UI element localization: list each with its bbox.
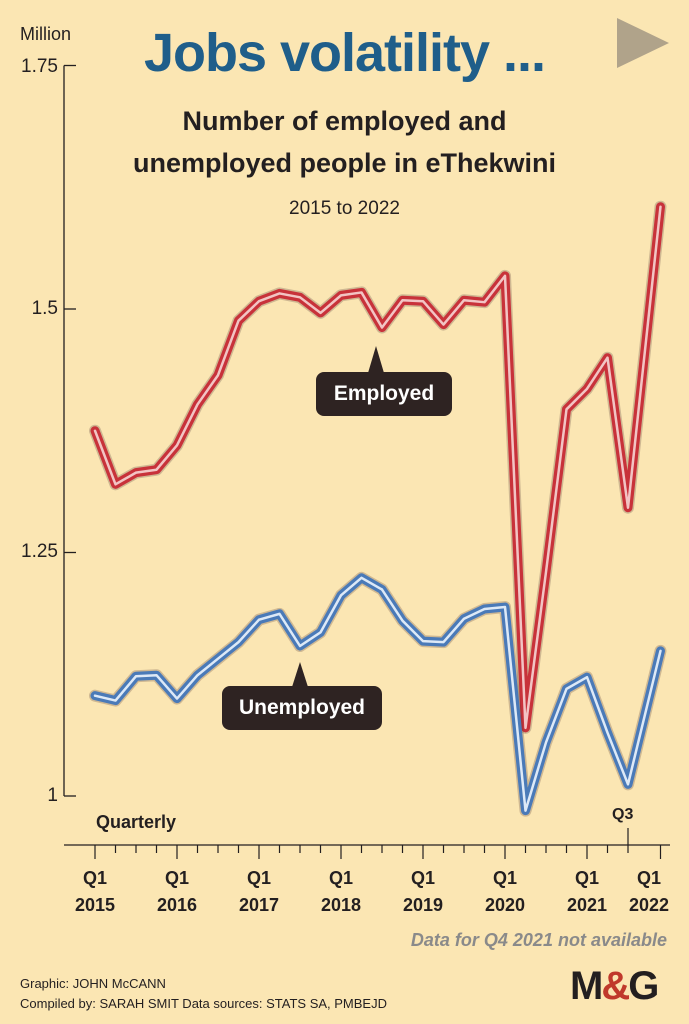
unemployed-series-highlight bbox=[93, 576, 662, 812]
x-tick-year: 2021 bbox=[566, 895, 608, 915]
y-tick-label: 1.5 bbox=[31, 298, 58, 319]
chart-subtitle-line1: Number of employed and bbox=[182, 106, 507, 136]
play-icon[interactable] bbox=[617, 18, 669, 68]
employed-series-line bbox=[90, 202, 665, 733]
y-tick-label: 1.25 bbox=[21, 541, 58, 562]
x-tick-quarter: Q1 bbox=[410, 868, 435, 888]
employed-label: Employed bbox=[316, 372, 452, 416]
graphic-credit: Graphic: JOHN McCANN bbox=[20, 976, 166, 991]
mg-logo[interactable]: M&G bbox=[570, 964, 659, 1009]
y-tick-label: 1 bbox=[47, 785, 58, 806]
period-label: Quarterly bbox=[96, 812, 177, 832]
x-tick-quarter: Q1 bbox=[246, 868, 271, 888]
logo-g: G bbox=[628, 964, 659, 1008]
unemployed-label: Unemployed bbox=[222, 686, 382, 730]
x-tick-year: 2017 bbox=[238, 895, 280, 915]
compiled-credit: Compiled by: SARAH SMIT Data sources: ST… bbox=[20, 996, 387, 1011]
employed-shadow bbox=[89, 200, 667, 734]
x-tick-quarter: Q1 bbox=[164, 868, 189, 888]
y-tick-label: 1.75 bbox=[21, 56, 58, 77]
x-tick-quarter: Q1 bbox=[82, 868, 107, 888]
x-tick-quarter: Q1 bbox=[636, 868, 661, 888]
chart-title: Jobs volatility ... bbox=[143, 23, 546, 83]
logo-amp: & bbox=[601, 964, 630, 1008]
x-tick-quarter: Q1 bbox=[492, 868, 517, 888]
x-tick-year: 2015 bbox=[74, 895, 116, 915]
x-tick-quarter: Q1 bbox=[574, 868, 599, 888]
y-axis-unit: Million bbox=[20, 24, 72, 44]
employed-series-highlight bbox=[93, 205, 662, 730]
x-tick-year: 2022 bbox=[628, 895, 670, 915]
x-tick-year: 2018 bbox=[320, 895, 362, 915]
x-tick-year: 2016 bbox=[156, 895, 198, 915]
data-note: Data for Q4 2021 not available bbox=[410, 930, 667, 950]
q3-label: Q3 bbox=[612, 806, 634, 823]
chart-subtitle-line2: unemployed people in eThekwini bbox=[132, 148, 557, 178]
x-tick-year: 2020 bbox=[484, 895, 526, 915]
x-tick-quarter: Q1 bbox=[328, 868, 353, 888]
x-tick-year: 2019 bbox=[402, 895, 444, 915]
unemployed-label-pointer bbox=[292, 662, 308, 687]
logo-m: M bbox=[570, 964, 603, 1008]
employed-label-pointer bbox=[368, 346, 384, 373]
date-range: 2015 to 2022 bbox=[289, 198, 400, 219]
